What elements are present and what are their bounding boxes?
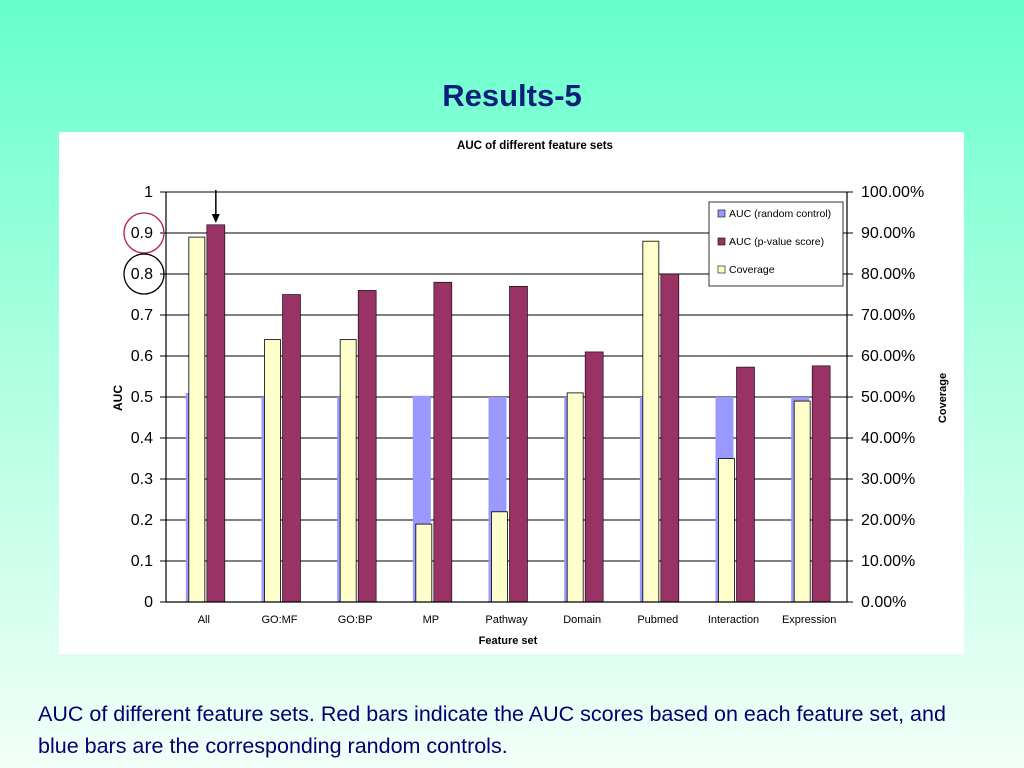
y-tick-label: 0.9 (131, 225, 153, 242)
annotation-arrow-head (211, 214, 220, 223)
axes (160, 191, 853, 603)
y-axis-title: AUC (111, 385, 125, 411)
annotation-circle-red (123, 212, 165, 254)
y2-tick-label: 90.00% (861, 225, 915, 242)
y2-tick-label: 60.00% (861, 348, 915, 365)
y2-axis-title: Coverage (937, 373, 949, 423)
bar-coverage (793, 400, 811, 603)
y-tick-label: 0.8 (131, 266, 153, 283)
annotation-circle-black (123, 253, 165, 295)
bar-auc-p-value-score (433, 281, 453, 603)
y-tick-label: 1 (144, 184, 153, 201)
bar-auc-p-value-score (811, 365, 831, 603)
legend-swatch (717, 265, 726, 274)
y-tick-label: 0.6 (131, 348, 153, 365)
legend-label: AUC (random control) (729, 208, 831, 220)
bar-auc-p-value-score (206, 224, 226, 603)
y2-tick-label: 40.00% (861, 430, 915, 447)
chart-panel: AUC of different feature sets 0 0.1 0.2 0.3… (59, 132, 964, 654)
slide-title: Results-5 (442, 78, 582, 113)
x-category-label: Expression (782, 614, 836, 626)
x-category-label: All (198, 614, 210, 626)
bar-auc-p-value-score (282, 294, 301, 603)
bar-coverage (566, 392, 584, 603)
bar-coverage (642, 240, 660, 603)
x-category-label: GO:BP (338, 614, 373, 626)
chart-title: AUC of different feature sets (457, 140, 613, 152)
y-tick-label: 0.4 (131, 430, 153, 447)
bar-auc-p-value-score (584, 351, 604, 603)
tick-labels: 00.10.20.30.40.50.60.70.80.910.00%10.00%… (131, 184, 924, 626)
legend-box (708, 201, 844, 287)
y-tick-label: 0.5 (131, 389, 153, 406)
x-category-label: Interaction (708, 614, 759, 626)
bar-coverage (491, 511, 508, 603)
y-tick-label: 0.2 (131, 512, 153, 529)
x-category-label: MP (423, 614, 440, 626)
y2-tick-label: 10.00% (861, 553, 915, 570)
y2-tick-label: 20.00% (861, 512, 915, 529)
legend-swatch (717, 209, 726, 218)
y2-tick-label: 0.00% (861, 594, 906, 611)
bar-coverage (718, 458, 735, 603)
x-category-label: Pathway (485, 614, 528, 626)
bar-coverage (415, 523, 433, 603)
y-tick-label: 0 (144, 594, 153, 611)
x-category-label: GO:MF (261, 614, 297, 626)
x-axis-title: Feature set (479, 635, 538, 647)
bar-coverage (188, 236, 206, 603)
slide-caption: AUC of different feature sets. Red bars … (38, 702, 946, 758)
y-tick-label: 0.7 (131, 307, 153, 324)
legend-label: Coverage (729, 264, 775, 276)
bars (185, 224, 831, 603)
y2-tick-label: 50.00% (861, 389, 915, 406)
bar-auc-p-value-score (660, 273, 680, 603)
y2-tick-label: 100.00% (861, 184, 924, 201)
bar-coverage (264, 339, 281, 603)
annotations (123, 190, 220, 295)
bar-auc-p-value-score (736, 366, 755, 603)
legend-swatch (717, 237, 726, 246)
x-category-label: Domain (563, 614, 601, 626)
y2-tick-label: 30.00% (861, 471, 915, 488)
y-tick-label: 0.3 (131, 471, 153, 488)
y2-tick-label: 80.00% (861, 266, 915, 283)
bar-chart: AUC of different feature sets 0 0.1 0.2 0.3… (111, 140, 949, 647)
bar-auc-p-value-score (509, 286, 528, 603)
legend: AUC (random control) AUC (p-value score) C… (708, 201, 844, 287)
bar-auc-p-value-score (357, 290, 377, 603)
legend-label: AUC (p-value score) (729, 236, 824, 248)
bar-coverage (339, 339, 357, 603)
y2-tick-label: 70.00% (861, 307, 915, 324)
y-tick-label: 0.1 (131, 553, 153, 570)
x-category-label: Pubmed (637, 614, 678, 626)
